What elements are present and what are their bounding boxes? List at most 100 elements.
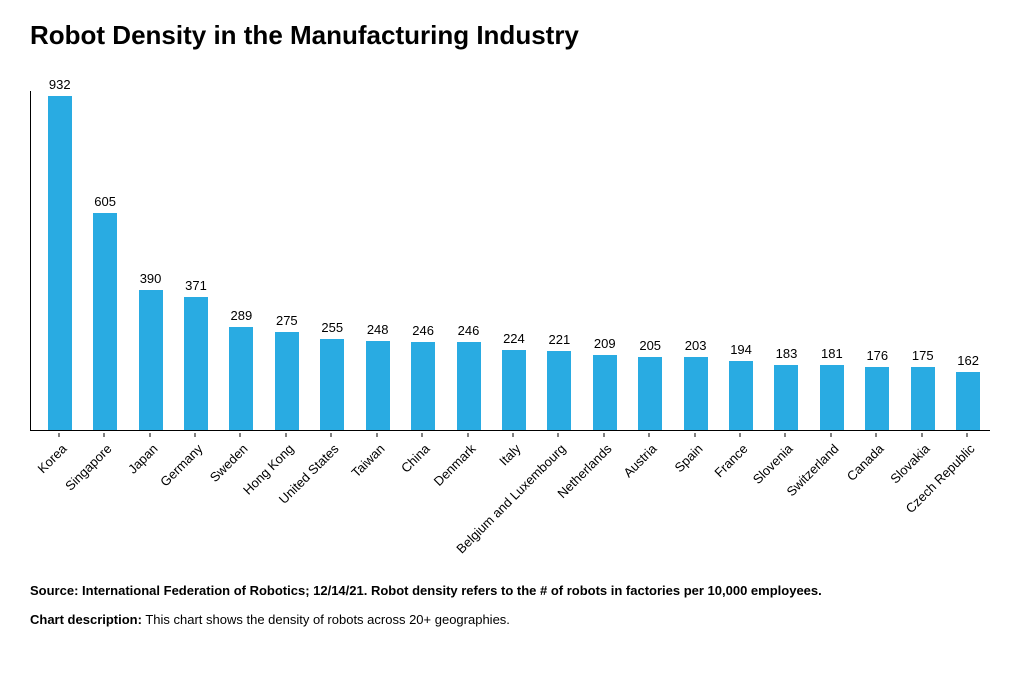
bar-slot: 255 [310,320,355,430]
chart-title: Robot Density in the Manufacturing Indus… [30,20,994,51]
bar-slot: 371 [173,278,218,430]
bar-value-label: 224 [503,331,525,346]
x-label-slot: Singapore [81,433,126,573]
x-label-slot: Czech Republic [944,433,989,573]
x-tick [876,433,877,437]
bar-slot: 203 [673,338,718,430]
x-label-slot: France [717,433,762,573]
bar [411,342,435,430]
x-label-slot: Japan [127,433,172,573]
x-tick [376,433,377,437]
plot-area: 9326053903712892752552482462462242212092… [30,91,990,431]
x-label-slot: China [399,433,444,573]
bar-value-label: 932 [49,77,71,92]
x-tick [558,433,559,437]
x-tick [785,433,786,437]
bar [729,361,753,430]
x-tick [240,433,241,437]
x-tick [422,433,423,437]
bar-value-label: 246 [458,323,480,338]
x-label-slot: Slovenia [763,433,808,573]
bar-value-label: 183 [776,346,798,361]
chart-footer: Source: International Federation of Robo… [30,581,994,631]
bar-slot: 248 [355,322,400,430]
bar-value-label: 246 [412,323,434,338]
bar-slot: 224 [491,331,536,430]
x-label-slot: Sweden [218,433,263,573]
bar-value-label: 175 [912,348,934,363]
bar-slot: 246 [400,323,445,430]
x-tick [967,433,968,437]
x-tick [194,433,195,437]
x-tick [603,433,604,437]
bar-slot: 246 [446,323,491,430]
x-label-slot: Canada [854,433,899,573]
bar [457,342,481,430]
source-text: Source: International Federation of Robo… [30,581,994,602]
bar-value-label: 390 [140,271,162,286]
bar-slot: 194 [718,342,763,430]
desc-text: This chart shows the density of robots a… [142,612,510,627]
bar-value-label: 221 [549,332,571,347]
bar-value-label: 205 [639,338,661,353]
bar-slot: 221 [537,332,582,430]
x-axis-label: China [398,441,433,476]
desc-label: Chart description: [30,612,142,627]
x-tick [649,433,650,437]
bar-slot: 390 [128,271,173,430]
bar-slot: 176 [855,348,900,430]
bar-value-label: 289 [231,308,253,323]
bar [139,290,163,430]
bar [275,332,299,430]
x-tick [58,433,59,437]
bar [638,357,662,430]
chart-container: 9326053903712892752552482462462242212092… [30,91,990,581]
x-tick [512,433,513,437]
bar [93,213,117,430]
bar [820,365,844,430]
bar [865,367,889,430]
bar-value-label: 371 [185,278,207,293]
bar [956,372,980,430]
x-axis-label: Spain [671,441,705,475]
bar-value-label: 248 [367,322,389,337]
bar-value-label: 209 [594,336,616,351]
x-axis-labels: KoreaSingaporeJapanGermanySwedenHong Kon… [30,433,990,573]
bar [593,355,617,430]
bars-row: 9326053903712892752552482462462242212092… [31,90,991,430]
bar-slot: 175 [900,348,945,430]
bar [684,357,708,430]
bar-value-label: 194 [730,342,752,357]
bar-slot: 183 [764,346,809,430]
x-tick [921,433,922,437]
x-label-slot: Taiwan [354,433,399,573]
x-tick [285,433,286,437]
bar [911,367,935,430]
bar-value-label: 605 [94,194,116,209]
x-tick [149,433,150,437]
bar [184,297,208,430]
bar-value-label: 203 [685,338,707,353]
bar [502,350,526,430]
x-label-slot: Netherlands [581,433,626,573]
bar [366,341,390,430]
x-axis-label: Austria [621,441,660,480]
x-label-slot: Spain [672,433,717,573]
bar-value-label: 275 [276,313,298,328]
x-tick [830,433,831,437]
x-label-slot: United States [309,433,354,573]
x-axis-label: Italy [496,441,523,468]
x-tick [331,433,332,437]
bar [774,365,798,430]
bar-slot: 205 [627,338,672,430]
bar-slot: 181 [809,346,854,430]
x-axis-label: Korea [34,441,69,476]
x-tick [467,433,468,437]
bar-slot: 162 [945,353,990,430]
x-tick [740,433,741,437]
chart-description: Chart description: This chart shows the … [30,610,994,631]
bar-slot: 209 [582,336,627,430]
x-tick [104,433,105,437]
x-tick [694,433,695,437]
x-axis-label: France [711,441,750,480]
